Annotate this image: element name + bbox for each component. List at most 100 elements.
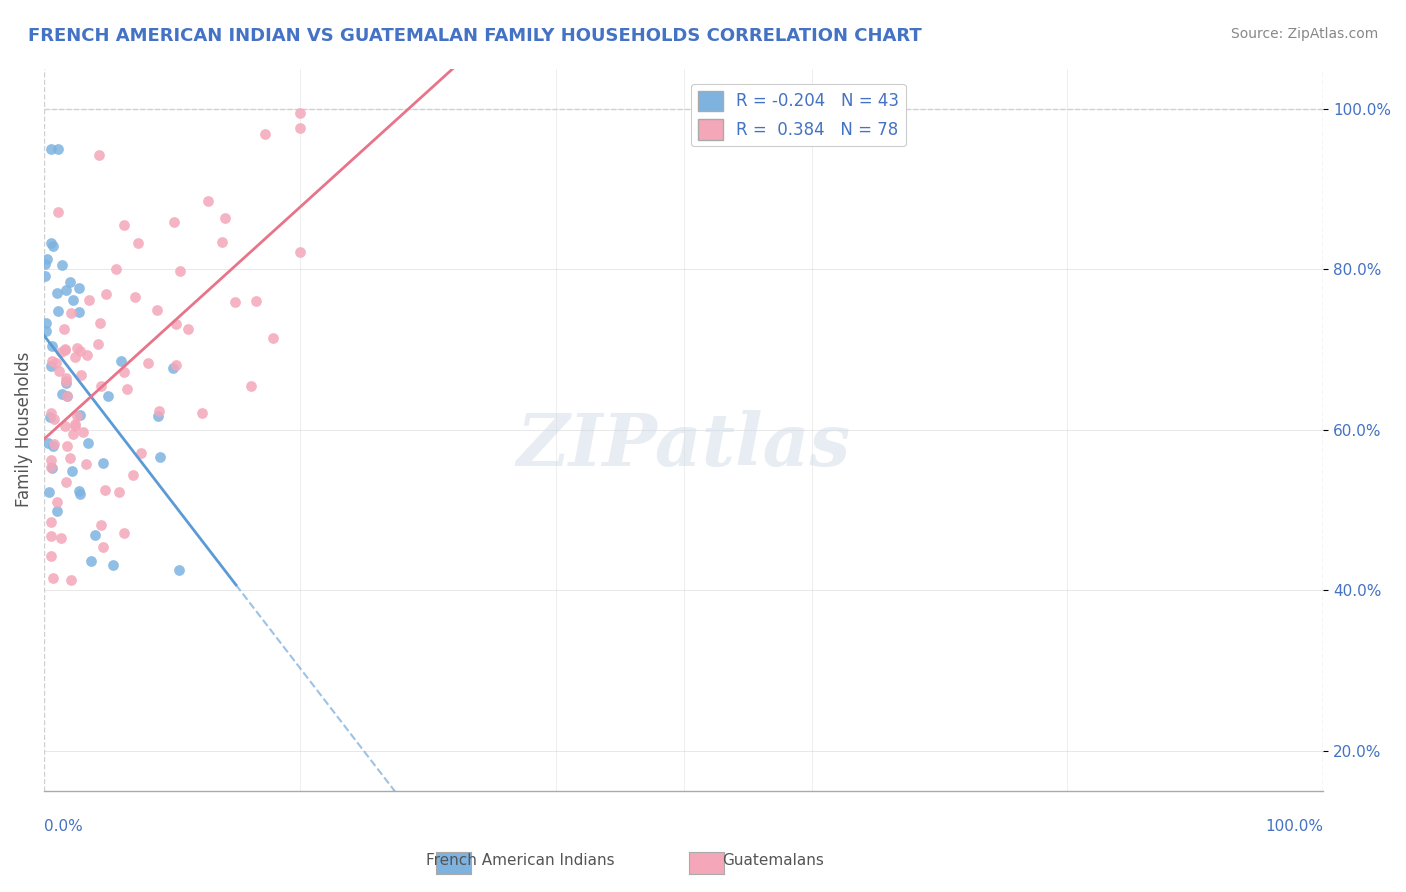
Point [177, 322, 200, 336]
Point [53, 343, 76, 357]
Point [39, 406, 62, 420]
Point [44, 412, 66, 426]
Point [83, 527, 105, 541]
Point [39, 515, 62, 529]
Point [162, 360, 184, 375]
Point [148, 404, 170, 418]
Point [46, 142, 69, 156]
Point [34, 269, 56, 284]
Point [245, 294, 267, 309]
Legend: R = -0.204   N = 43, R =  0.384   N = 78: R = -0.204 N = 43, R = 0.384 N = 78 [690, 84, 905, 146]
Point [163, 215, 186, 229]
Point [66, 409, 89, 423]
Point [165, 359, 187, 373]
Point [62, 426, 84, 441]
Point [110, 354, 132, 368]
Point [34, 257, 56, 271]
Point [56, 389, 79, 403]
Point [45, 494, 67, 508]
Point [35, 316, 58, 330]
Point [104, 262, 127, 277]
Point [91, 456, 114, 470]
Point [39, 549, 62, 563]
Point [56, 389, 79, 403]
Point [112, 218, 135, 232]
Point [59, 275, 82, 289]
Point [65, 419, 87, 434]
Point [129, 446, 152, 460]
Point [77, 436, 100, 450]
Point [101, 558, 124, 572]
Point [42, 436, 65, 450]
Point [46, 303, 69, 318]
Point [67, 483, 90, 498]
Point [167, 563, 190, 577]
Point [39, 142, 62, 156]
Point [124, 290, 146, 304]
Point [42, 571, 65, 585]
Point [96, 389, 118, 403]
Point [94, 483, 117, 497]
Point [87, 337, 110, 351]
Point [169, 264, 191, 278]
Point [67, 305, 90, 319]
Point [63, 350, 86, 364]
Point [53, 343, 76, 357]
Point [46, 205, 69, 219]
Point [35, 252, 58, 266]
Point [253, 127, 276, 141]
Point [211, 235, 233, 250]
Point [51, 387, 73, 401]
Point [62, 293, 84, 307]
Point [53, 321, 76, 335]
Point [41, 239, 63, 253]
Text: French American Indians: French American Indians [426, 854, 614, 868]
Point [46, 286, 69, 301]
Point [39, 359, 62, 373]
Point [41, 339, 63, 353]
Point [80, 554, 103, 568]
Point [145, 303, 167, 318]
Point [69, 344, 91, 359]
Point [75, 458, 97, 472]
Point [55, 371, 77, 385]
Point [122, 468, 145, 483]
Point [69, 368, 91, 382]
Point [91, 540, 114, 554]
Point [288, 121, 311, 136]
Point [60, 464, 83, 478]
Point [87, 147, 110, 161]
Point [69, 408, 91, 422]
Point [90, 379, 112, 393]
Point [197, 194, 219, 208]
Point [67, 281, 90, 295]
Point [112, 525, 135, 540]
Point [89, 316, 111, 330]
Point [190, 406, 212, 420]
Point [108, 484, 131, 499]
Text: ZIPatlas: ZIPatlas [516, 410, 851, 481]
Point [48, 364, 70, 378]
Point [90, 517, 112, 532]
Point [94, 287, 117, 301]
Point [41, 353, 63, 368]
Point [46, 504, 69, 518]
Point [41, 461, 63, 475]
Point [53, 418, 76, 433]
Point [39, 529, 62, 543]
Point [76, 348, 98, 362]
Point [55, 374, 77, 388]
Point [149, 450, 172, 464]
Point [55, 475, 77, 489]
Point [214, 211, 236, 225]
Text: Source: ZipAtlas.com: Source: ZipAtlas.com [1230, 27, 1378, 41]
Point [39, 460, 62, 475]
Point [77, 293, 100, 308]
Point [115, 383, 138, 397]
Point [35, 324, 58, 338]
Point [39, 235, 62, 250]
Y-axis label: Family Households: Family Households [15, 352, 32, 508]
Point [288, 245, 311, 260]
Point [63, 417, 86, 431]
Point [49, 344, 72, 359]
